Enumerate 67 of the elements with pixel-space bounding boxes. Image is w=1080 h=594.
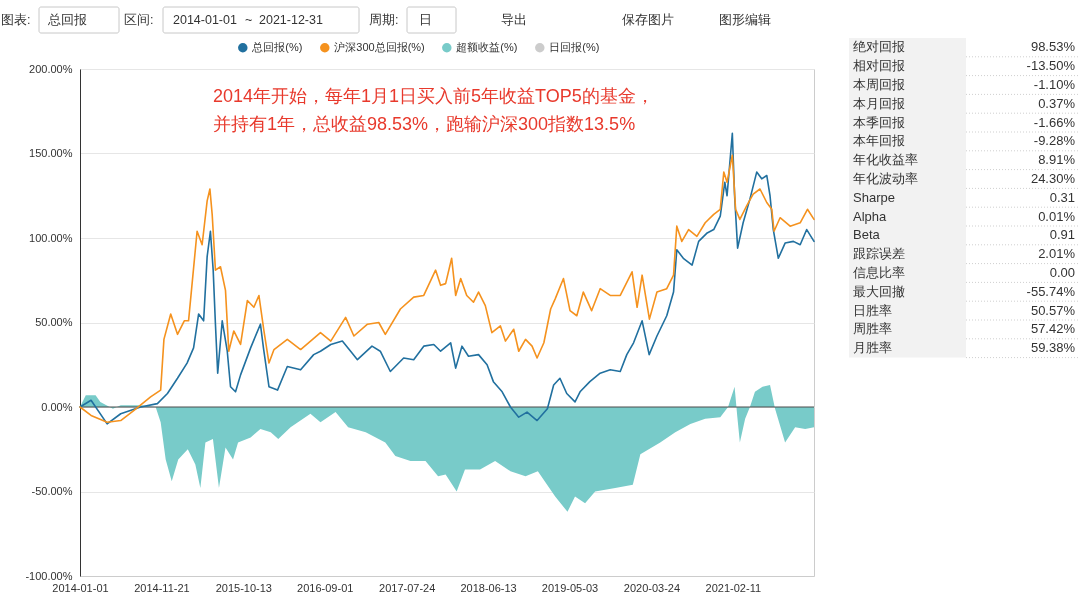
text: 2014-01-01 xyxy=(173,13,237,27)
y-tick-label: 200.00% xyxy=(29,62,73,75)
text: 图形编辑 xyxy=(719,13,771,27)
category-label: Sharpe xyxy=(853,189,895,205)
text: ~ xyxy=(245,13,253,27)
category-label: 信息比率 xyxy=(853,265,905,280)
y-tick-label: -50.00% xyxy=(31,485,73,497)
category-label: Beta xyxy=(853,227,881,243)
category-label: 相对回报 xyxy=(853,58,905,74)
y-tick-label: 50.00% xyxy=(35,316,73,328)
text: 0.31 xyxy=(1049,189,1075,205)
text: 50.57% xyxy=(1030,302,1075,318)
x-tick-label: 2021-02-11 xyxy=(705,581,762,594)
annotation: 并持有1年，总收益98.53%，跑输沪深300指数13.5% xyxy=(213,114,636,134)
text: 日 xyxy=(419,13,432,27)
category-label: 跟踪误差 xyxy=(853,246,905,262)
y-tick-label: -100.00% xyxy=(25,569,73,582)
text: 保存图片 xyxy=(622,13,674,27)
text: 周期: xyxy=(369,13,399,27)
text: 区间: xyxy=(124,13,154,27)
category-label: 日胜率 xyxy=(853,302,892,318)
text: 59.38% xyxy=(1030,340,1075,356)
category-label: 年化收益率 xyxy=(853,152,918,168)
category-label: 本年回报 xyxy=(853,133,905,149)
category-label: 本周回报 xyxy=(853,77,905,92)
text: -13.50% xyxy=(1026,58,1075,74)
text: 0.91 xyxy=(1049,227,1075,243)
text: -55.74% xyxy=(1026,283,1075,299)
x-tick-label: 2014-11-21 xyxy=(134,581,190,594)
x-tick-label: 2017-07-24 xyxy=(379,581,436,594)
y-tick-label: 150.00% xyxy=(29,147,73,159)
text: -9.28% xyxy=(1033,133,1075,149)
x-tick-label: 2019-05-03 xyxy=(541,581,599,594)
category-label: 本月回报 xyxy=(853,95,905,111)
category-label: 年化波动率 xyxy=(853,171,918,186)
x-tick-label: 2020-03-24 xyxy=(623,581,681,594)
legend-label: 超额收益(%) xyxy=(456,40,518,53)
y-tick-label: 0.00% xyxy=(41,400,73,413)
text: 2.01% xyxy=(1038,246,1075,262)
category-label: 月胜率 xyxy=(853,340,892,356)
text: 0.01% xyxy=(1038,208,1075,224)
text: -1.66% xyxy=(1033,114,1075,130)
category-label: 最大回撤 xyxy=(853,283,905,299)
text: 24.30% xyxy=(1030,171,1075,186)
text: 导出 xyxy=(501,13,527,27)
category-label: 绝对回报 xyxy=(853,39,905,55)
text: 0.00 xyxy=(1049,265,1075,280)
text: 总回报 xyxy=(47,13,87,27)
y-tick-label: 100.00% xyxy=(29,231,73,244)
text: 图表: xyxy=(1,13,31,27)
category-label: Alpha xyxy=(853,208,888,224)
text: 0.37% xyxy=(1038,95,1075,111)
x-tick-label: 2016-09-01 xyxy=(297,581,354,594)
legend-label: 沪深300总回报(%) xyxy=(334,40,425,53)
legend-label: 日回报(%) xyxy=(549,40,600,53)
category-label: 周胜率 xyxy=(853,321,892,337)
text: -1.10% xyxy=(1033,77,1075,92)
text: 57.42% xyxy=(1030,321,1075,337)
x-tick-label: 2015-10-13 xyxy=(215,581,272,594)
annotation: 2014年开始，每年1月1日买入前5年收益TOP5的基金， xyxy=(213,86,654,106)
category-label: 本季回报 xyxy=(853,114,905,130)
text: 98.53% xyxy=(1030,39,1075,55)
text: 2021-12-31 xyxy=(259,13,323,27)
x-tick-label: 2014-01-01 xyxy=(52,581,109,594)
legend-label: 总回报(%) xyxy=(251,40,303,53)
x-tick-label: 2018-06-13 xyxy=(460,581,517,594)
text: 8.91% xyxy=(1038,152,1075,168)
